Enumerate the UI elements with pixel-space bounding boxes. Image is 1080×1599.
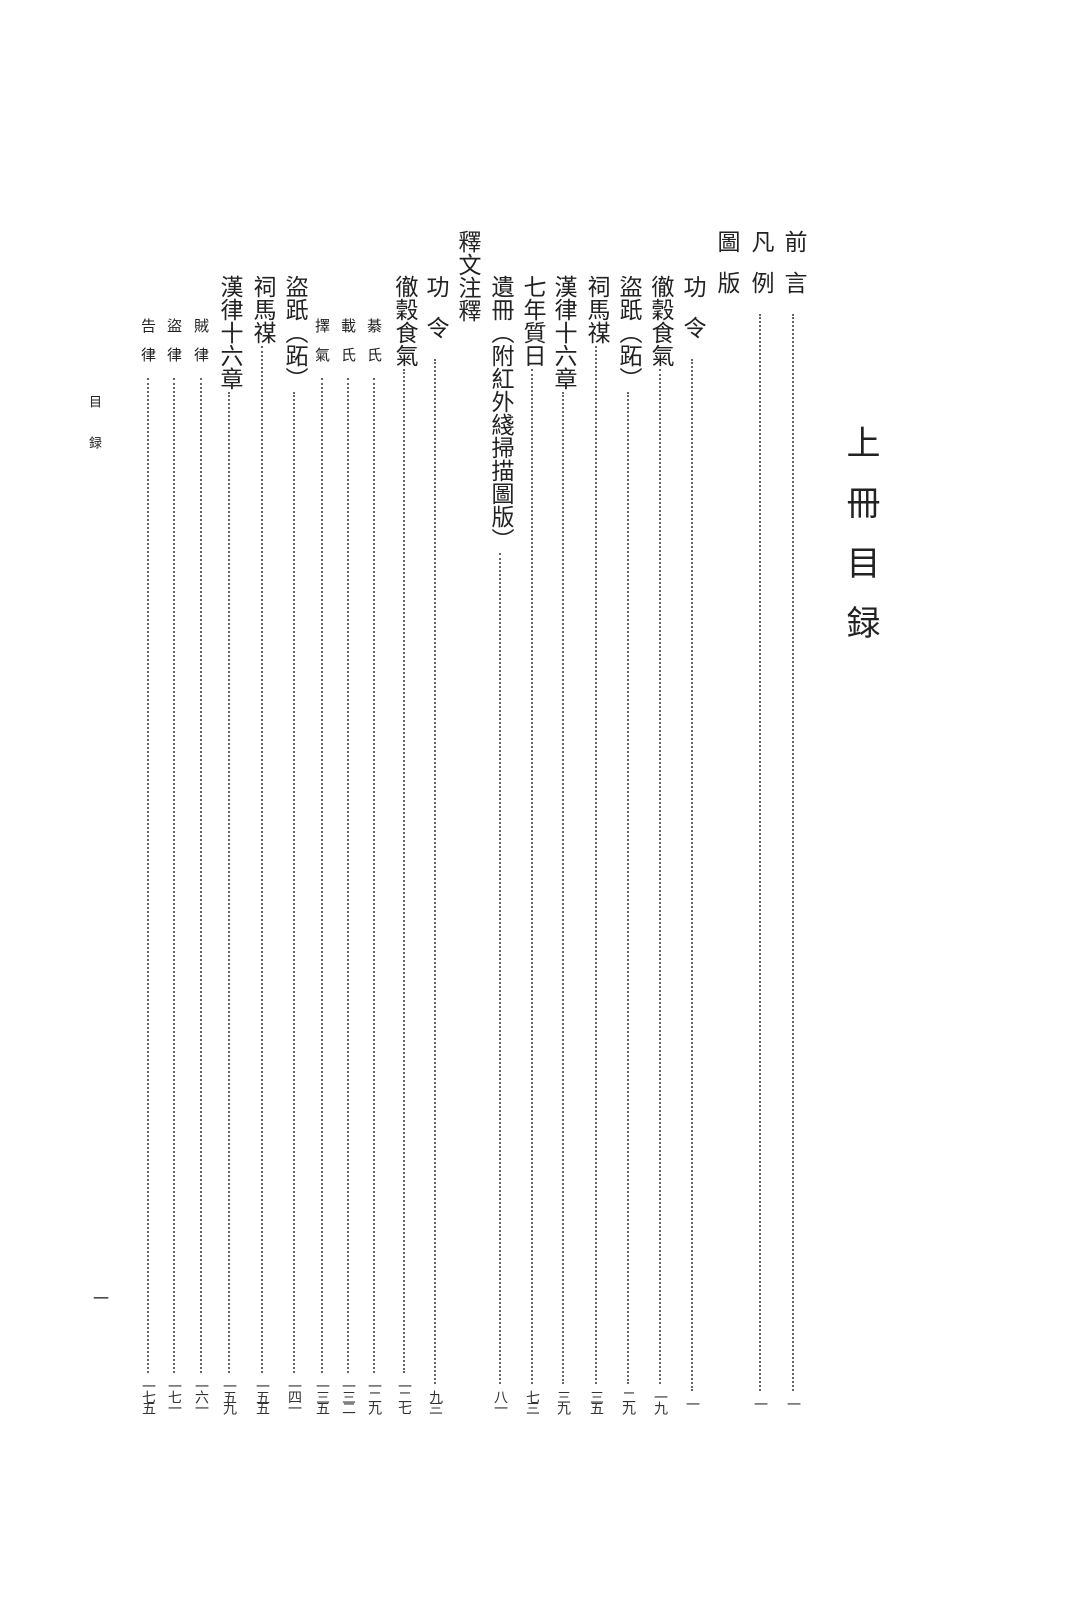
dot-leader [321,378,323,1373]
toc-entry-page: 一九 [652,1390,668,1412]
toc-entry-page: 三九 [555,1390,571,1412]
toc-entry: 圖版 [713,230,739,312]
toc-entry-title: 盜律 [165,318,183,376]
dot-leader [792,314,794,1391]
toc-entry-page: 一五五 [254,1379,270,1412]
running-head: 目録 [86,395,101,477]
toc-entry-page: 一七一 [166,1379,182,1412]
toc-entry: 功令一 [679,275,705,1408]
dot-leader [173,378,175,1373]
toc-entry: 載氏 一三二 [335,318,361,1412]
dot-leader [347,378,349,1373]
toc-entry-page: 一二七 [396,1379,412,1412]
dot-leader [434,359,436,1384]
toc-entry: 功令 九三 [422,275,448,1412]
toc-entry-title: 七年質日 [519,275,545,367]
dot-leader [293,392,295,1373]
toc-entry: 徹穀食氣 一九 [647,275,673,1412]
toc-entry-title: 擇氣 [313,318,331,376]
dot-leader [691,359,693,1391]
toc-entry-page: 一三二 [340,1379,356,1412]
toc-entry-title: 祠馬禖 [249,275,275,344]
dot-leader [595,346,597,1384]
toc-entry-page: 一六一 [193,1379,209,1412]
toc-entry-title: 賊律 [192,318,210,376]
toc-entry-title: 綦氏 [365,318,383,376]
toc-entry: 擇氣 一三五 [309,318,335,1412]
dot-leader [373,378,375,1373]
dot-leader [499,553,501,1384]
toc-entry-title: 漢律十六章 [550,275,576,390]
toc-entry: 綦氏 一二九 [361,318,387,1412]
toc-entry-title: 功令 [679,275,705,357]
toc-entry-title: 遺冊（附紅外綫掃描圖版） [487,275,513,551]
toc-entry-title: 功令 [422,275,448,357]
dot-leader [147,378,149,1373]
toc-entry-page: 三五 [588,1390,604,1412]
toc-entry: 祠馬禖 三五 [583,275,609,1412]
toc-entry: 盜䟗（跖） 一四一 [281,275,307,1412]
toc-entry: 告律 一七五 [135,318,161,1412]
toc-entry-page: 一三五 [314,1379,330,1412]
toc-entry: 七年質日 七三 [519,275,545,1412]
toc-entry-page: 一 [752,1397,768,1408]
dot-leader [403,369,405,1373]
toc-entry-title: 漢律十六章 [216,275,242,390]
dot-leader [200,378,202,1373]
toc-entry: 凡例一 [747,230,773,1408]
toc-entry-page: 二九 [620,1390,636,1412]
toc-entry-title: 徹穀食氣 [647,275,673,367]
toc-entry-title: 盜䟗（跖） [615,275,641,390]
toc-entry-page: 一五九 [221,1379,237,1412]
dot-leader [562,392,564,1384]
toc-entry: 遺冊（附紅外綫掃描圖版） 八一 [487,275,513,1412]
toc-entry-page: 九三 [427,1390,443,1412]
toc-entry-page: 一二九 [366,1379,382,1412]
toc-entry-title: 釋文注釋 [454,230,480,322]
toc-entry-title: 凡例 [747,230,773,312]
page-number: 一 [90,1290,109,1306]
toc-entry-page: 一 [785,1397,801,1408]
toc-entry-title: 徹穀食氣 [391,275,417,367]
toc-entry: 徹穀食氣 一二七 [391,275,417,1412]
toc-entry: 前言一 [780,230,806,1408]
page-title: 上冊目録 [840,425,880,665]
toc-entry-title: 前言 [780,230,806,312]
toc-entry: 漢律十六章 三九 [550,275,576,1412]
dot-leader [531,369,533,1384]
toc-entry: 釋文注釋 [454,230,480,322]
dot-leader [228,392,230,1373]
toc-entry: 賊律 一六一 [188,318,214,1412]
toc-entry-title: 盜䟗（跖） [281,275,307,390]
dot-leader [261,346,263,1373]
toc-entry: 盜䟗（跖） 二九 [615,275,641,1412]
toc-entry-page: 七三 [524,1390,540,1412]
toc-entry-page: 一七五 [140,1379,156,1412]
dot-leader [627,392,629,1384]
toc-entry-page: 一 [684,1397,700,1408]
toc-entry-title: 祠馬禖 [583,275,609,344]
toc-entry-title: 告律 [139,318,157,376]
toc-entry: 祠馬禖 一五五 [249,275,275,1412]
toc-entry: 漢律十六章 一五九 [216,275,242,1412]
toc-entry-page: 八一 [492,1390,508,1412]
toc-entry-title: 載氏 [339,318,357,376]
dot-leader [659,369,661,1384]
toc-entry-title: 圖版 [713,230,739,312]
dot-leader [759,314,761,1391]
toc-entry: 盜律 一七一 [161,318,187,1412]
toc-entry-page: 一四一 [286,1379,302,1412]
